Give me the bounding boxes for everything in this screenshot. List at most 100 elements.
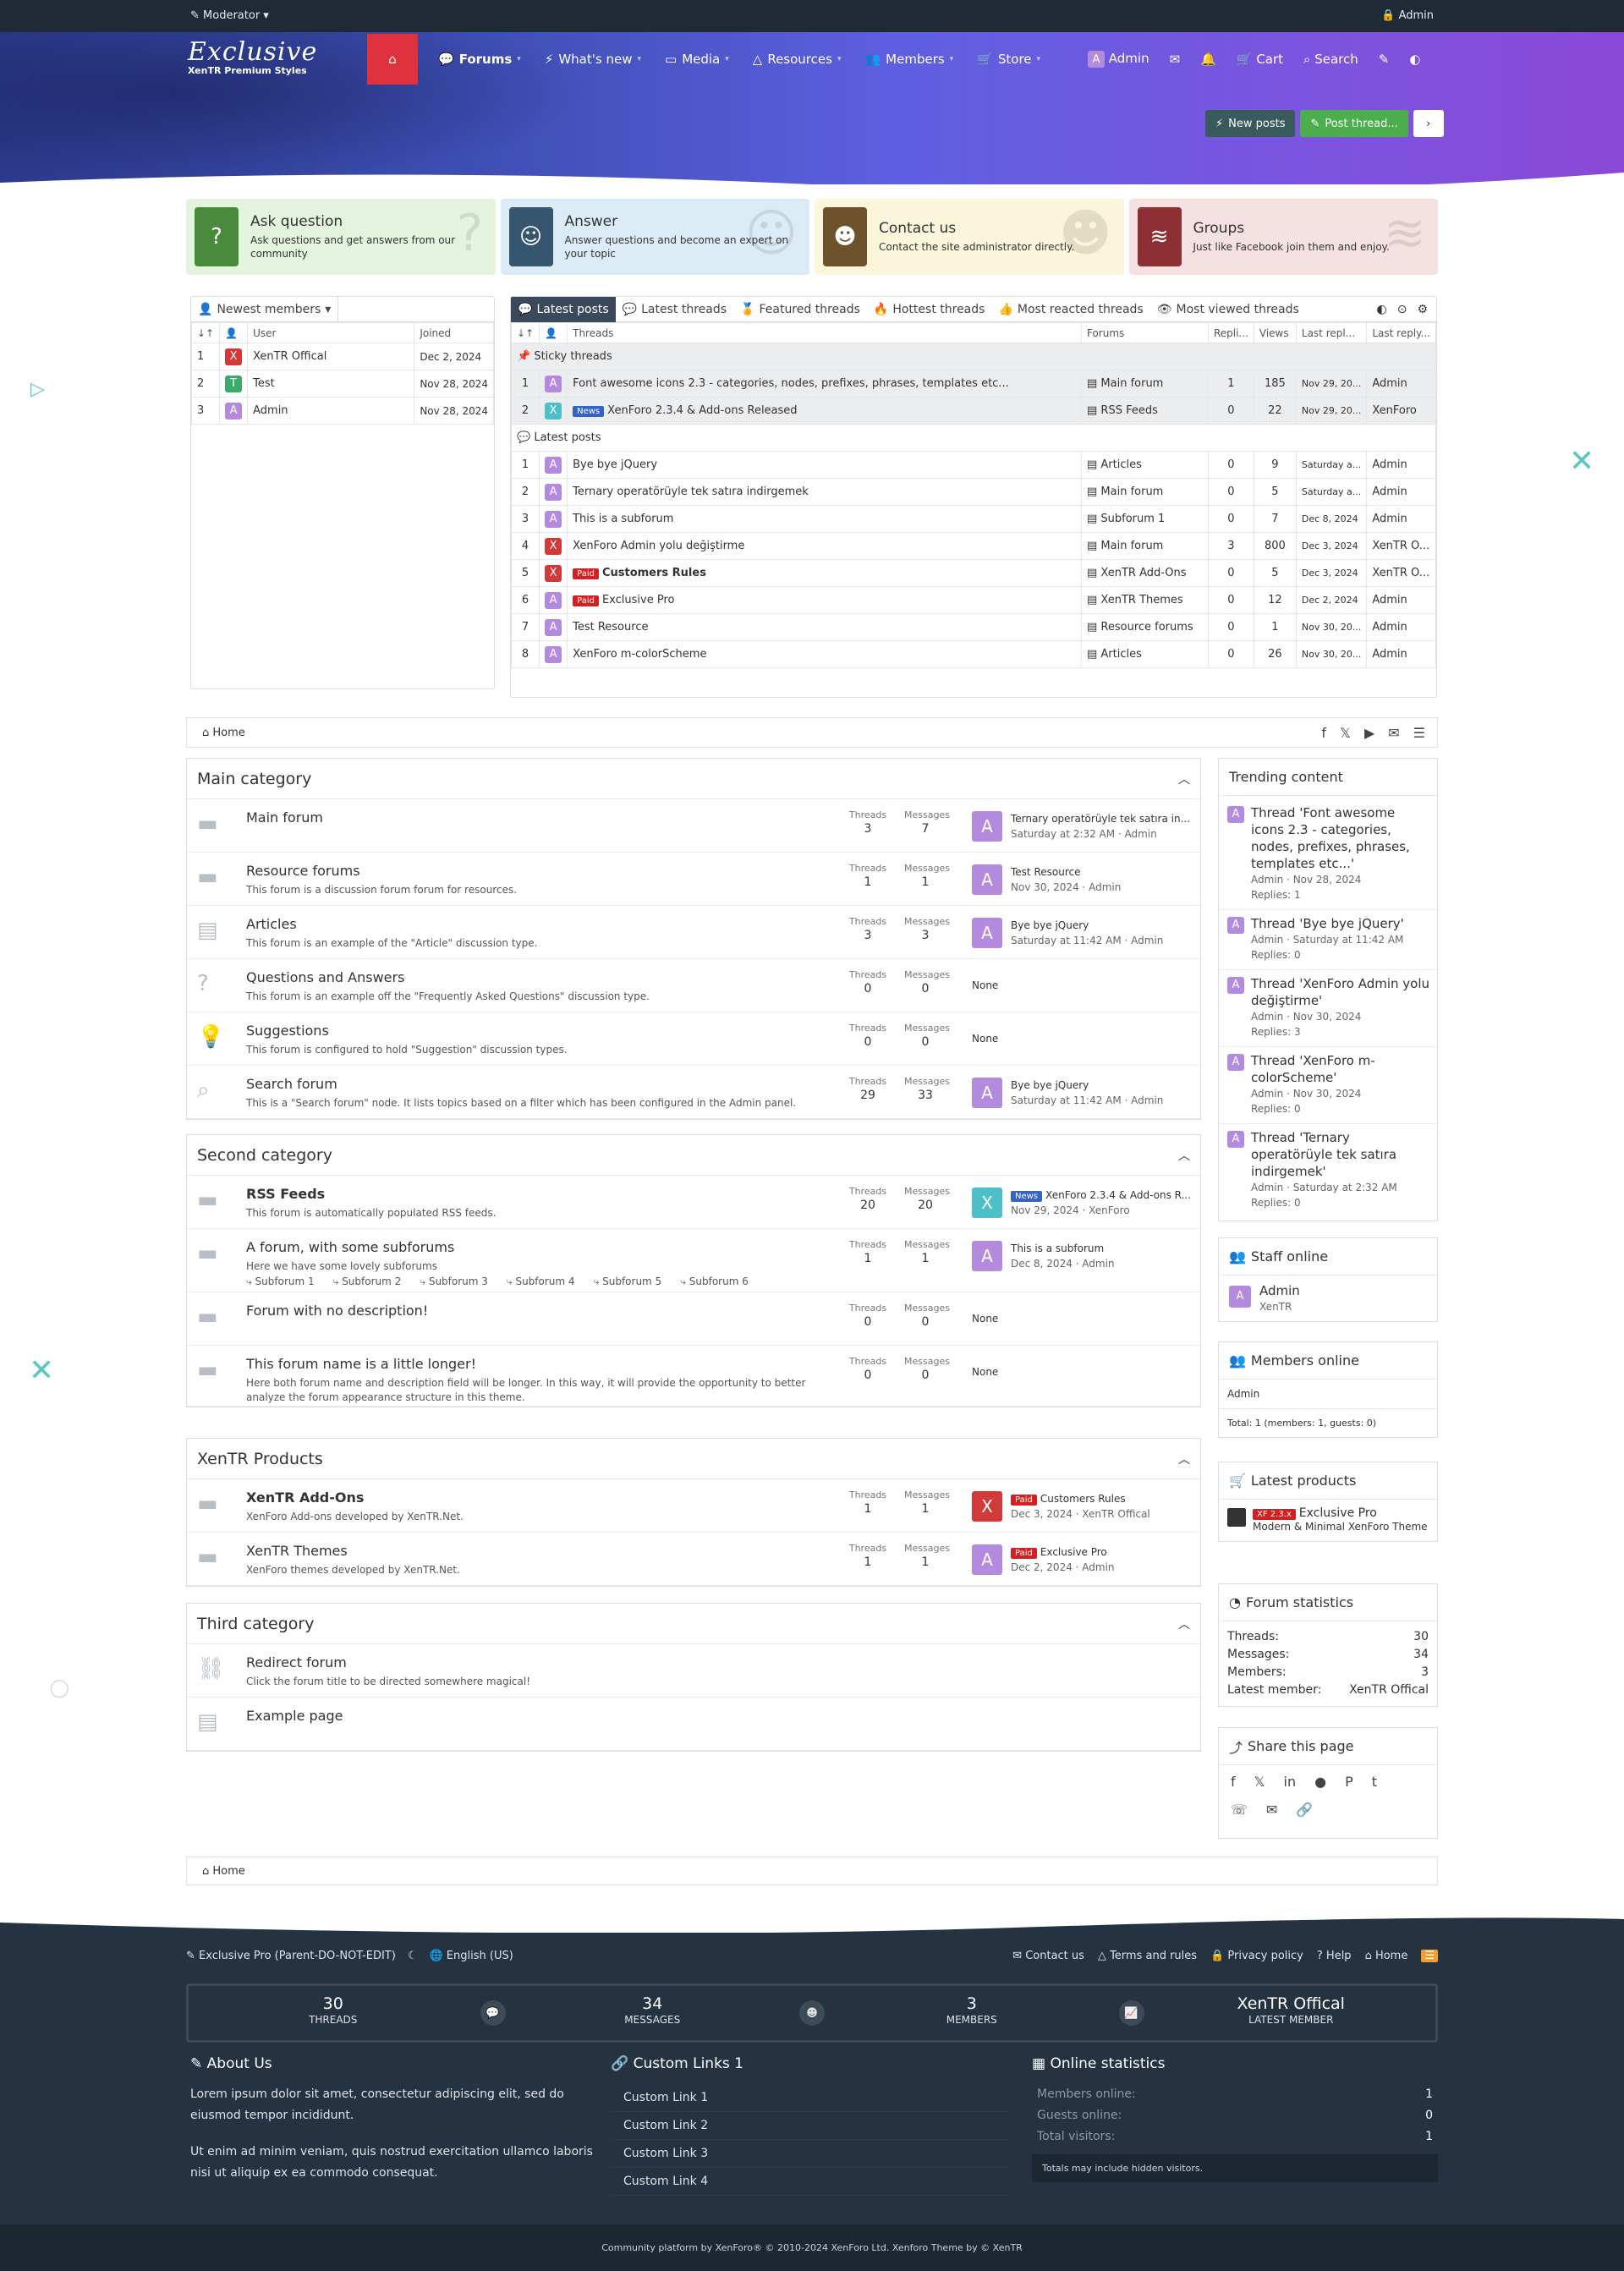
- thread-forum[interactable]: RSS Feeds: [1100, 404, 1158, 417]
- forum-row[interactable]: ▬ XenTR Add-Ons XenForo Add-ons developed…: [187, 1479, 1200, 1533]
- forum-row[interactable]: ▬ Forum with no description! Threads 0 Mes…: [187, 1292, 1200, 1346]
- avatar[interactable]: A: [972, 1241, 1002, 1271]
- col-user[interactable]: User: [247, 322, 415, 343]
- thread-last-user[interactable]: Admin: [1366, 451, 1436, 479]
- new-posts-button[interactable]: ⚡ New posts: [1205, 110, 1296, 137]
- custom-link[interactable]: Custom Link 3: [611, 2140, 1008, 2168]
- footer-link[interactable]: ? Help: [1316, 1950, 1352, 1962]
- avatar[interactable]: A: [545, 375, 562, 392]
- trending-item[interactable]: A Thread 'XenForo Admin yolu değiştirme'…: [1219, 970, 1437, 1047]
- email-icon[interactable]: ✉: [1266, 1802, 1278, 1818]
- subforum-link[interactable]: ⤷ Subforum 5: [593, 1275, 662, 1287]
- thread-last-user[interactable]: Admin: [1366, 613, 1436, 641]
- thread-row[interactable]: 5 X Paid Customers Rules ▤ XenTR Add-Ons …: [511, 559, 1436, 587]
- forum-row[interactable]: ▬ XenTR Themes XenForo themes developed b…: [187, 1533, 1200, 1586]
- forum-row[interactable]: ⌕ Search forum This is a "Search forum" n…: [187, 1066, 1200, 1119]
- prefix-badge[interactable]: Paid: [1011, 1495, 1037, 1506]
- forum-row[interactable]: 💡 Suggestions This forum is configured to…: [187, 1012, 1200, 1066]
- last-post-title[interactable]: Test Resource: [1011, 866, 1081, 878]
- reddit-icon[interactable]: ●: [1314, 1774, 1327, 1790]
- thread-title[interactable]: Bye bye jQuery: [573, 458, 658, 471]
- nav-store[interactable]: 🛒 Store ▾: [977, 52, 1041, 67]
- forum-title[interactable]: Suggestions: [246, 1023, 329, 1039]
- nav-forums[interactable]: 💬 Forums ▾: [438, 52, 521, 67]
- last-post-title[interactable]: Ternary operatörüyle tek satıra in...: [1011, 813, 1191, 825]
- thread-row[interactable]: 3 A This is a subforum ▤ Subforum 1 0 7 …: [511, 505, 1436, 533]
- rss-icon[interactable]: ☰: [1413, 724, 1425, 741]
- thread-row[interactable]: 2 X News XenForo 2.3.4 & Add-ons Released…: [511, 397, 1436, 425]
- thread-title[interactable]: Test Resource: [573, 621, 649, 634]
- breadcrumb-home[interactable]: ⌂ Home: [202, 726, 245, 739]
- member-row[interactable]: 3 A Admin Nov 28, 2024: [190, 397, 494, 425]
- col-header[interactable]: Threads: [567, 322, 1082, 343]
- collapse-chevron-icon[interactable]: ︿: [1178, 1452, 1190, 1467]
- thread-row[interactable]: 1 A Bye bye jQuery ▤ Articles 0 9 Saturd…: [511, 451, 1436, 479]
- avatar[interactable]: A: [545, 456, 562, 474]
- site-logo[interactable]: Exclusive XenTR Premium Styles: [188, 37, 317, 76]
- trending-item[interactable]: A Thread 'Ternary operatörüyle tek satır…: [1219, 1124, 1437, 1217]
- member-row[interactable]: 1 X XenTR Offical Dec 2, 2024: [190, 343, 494, 370]
- forum-row[interactable]: ▬ Resource forums This forum is a discuss…: [187, 853, 1200, 906]
- member-row[interactable]: 2 T Test Nov 28, 2024: [190, 370, 494, 398]
- last-post-title[interactable]: Bye bye jQuery: [1011, 919, 1089, 931]
- thread-last-user[interactable]: Admin: [1366, 505, 1436, 533]
- thread-forum[interactable]: Main forum: [1100, 377, 1164, 390]
- thread-row[interactable]: 7 A Test Resource ▤ Resource forums 0 1 …: [511, 613, 1436, 641]
- search-link[interactable]: ⌕ Search: [1303, 52, 1358, 67]
- forum-title[interactable]: XenTR Add-Ons: [246, 1489, 365, 1506]
- avatar[interactable]: A: [972, 1544, 1002, 1575]
- nav-whats-new[interactable]: ⚡ What's new ▾: [544, 52, 641, 67]
- thread-row[interactable]: 6 A Paid Exclusive Pro ▤ XenTR Themes 0 1…: [511, 586, 1436, 614]
- footer-link[interactable]: 🔒 Privacy policy: [1210, 1950, 1303, 1962]
- nav-media[interactable]: ▭ Media ▾: [665, 52, 729, 67]
- gear-icon[interactable]: ⚙: [1417, 302, 1428, 316]
- thread-forum[interactable]: Subforum 1: [1100, 513, 1166, 525]
- pinterest-icon[interactable]: P: [1345, 1774, 1353, 1790]
- col-joined[interactable]: Joined: [414, 322, 494, 343]
- trending-title[interactable]: Thread 'XenForo m-colorScheme': [1251, 1053, 1375, 1085]
- subforum-link[interactable]: ⤷ Subforum 4: [506, 1275, 575, 1287]
- sort-icon[interactable]: ↓↑: [511, 322, 540, 343]
- collapse-icon[interactable]: ⊙: [1396, 302, 1407, 316]
- thread-tab[interactable]: 👍 Most reacted threads: [991, 297, 1149, 322]
- thread-row[interactable]: 2 A Ternary operatörüyle tek satıra indi…: [511, 478, 1436, 506]
- forum-row[interactable]: ▬ A forum, with some subforums Here we ha…: [187, 1229, 1200, 1292]
- staff-name[interactable]: Admin: [1259, 1283, 1300, 1298]
- nav-members[interactable]: 👥 Members ▾: [864, 52, 954, 67]
- feature-card[interactable]: ☺ Answer Answer questions and become an …: [500, 199, 809, 275]
- trending-item[interactable]: A Thread 'XenForo m-colorScheme' Admin ·…: [1219, 1047, 1437, 1124]
- avatar[interactable]: T: [225, 375, 243, 392]
- col-header[interactable]: Last repl...: [1295, 322, 1368, 343]
- collapse-chevron-icon[interactable]: ︿: [1178, 772, 1190, 787]
- thread-last-user[interactable]: Admin: [1366, 370, 1436, 398]
- theme-toggle-icon[interactable]: ◐: [1409, 52, 1421, 67]
- bell-icon[interactable]: 🔔: [1200, 52, 1216, 67]
- category-title[interactable]: XenTR Products: [197, 1449, 323, 1468]
- forum-row[interactable]: ⛓ Redirect forum Click the forum title to…: [187, 1644, 1200, 1698]
- facebook-icon[interactable]: f: [1321, 724, 1327, 741]
- thread-row[interactable]: 8 A XenForo m-colorScheme ▤ Articles 0 2…: [511, 640, 1436, 668]
- avatar[interactable]: A: [972, 918, 1002, 948]
- avatar[interactable]: X: [972, 1491, 1002, 1522]
- admin-link[interactable]: 🔒 Admin: [1381, 9, 1434, 22]
- thread-title[interactable]: Customers Rules: [601, 567, 706, 579]
- forum-title[interactable]: Redirect forum: [246, 1654, 347, 1670]
- custom-link[interactable]: Custom Link 2: [611, 2112, 1008, 2140]
- forum-row[interactable]: ▬ RSS Feeds This forum is automatically p…: [187, 1176, 1200, 1229]
- collapse-chevron-icon[interactable]: ︿: [1178, 1617, 1190, 1632]
- feature-card[interactable]: ≋ Groups Just like Facebook join them an…: [1128, 199, 1438, 275]
- rss-icon[interactable]: ☰: [1421, 1950, 1438, 1962]
- thread-forum[interactable]: Articles: [1100, 648, 1142, 661]
- tumblr-icon[interactable]: t: [1371, 1774, 1378, 1790]
- toggle-icon[interactable]: ◐: [1376, 302, 1387, 316]
- language-chooser[interactable]: 🌐 English (US): [429, 1950, 513, 1962]
- subforum-link[interactable]: ⤷ Subforum 1: [246, 1275, 315, 1287]
- subforum-link[interactable]: ⤷ Subforum 2: [332, 1275, 402, 1287]
- thread-tab[interactable]: 💬 Latest posts: [511, 297, 616, 322]
- forum-row[interactable]: ▤ Example page: [187, 1698, 1200, 1751]
- last-post-title[interactable]: Bye bye jQuery: [1011, 1079, 1089, 1091]
- forum-title[interactable]: Forum with no description!: [246, 1303, 429, 1319]
- post-thread-button[interactable]: ✎ Post thread...: [1300, 110, 1408, 137]
- moderator-menu[interactable]: ✎ Moderator ▾: [190, 9, 269, 22]
- thread-last-user[interactable]: Admin: [1366, 478, 1436, 506]
